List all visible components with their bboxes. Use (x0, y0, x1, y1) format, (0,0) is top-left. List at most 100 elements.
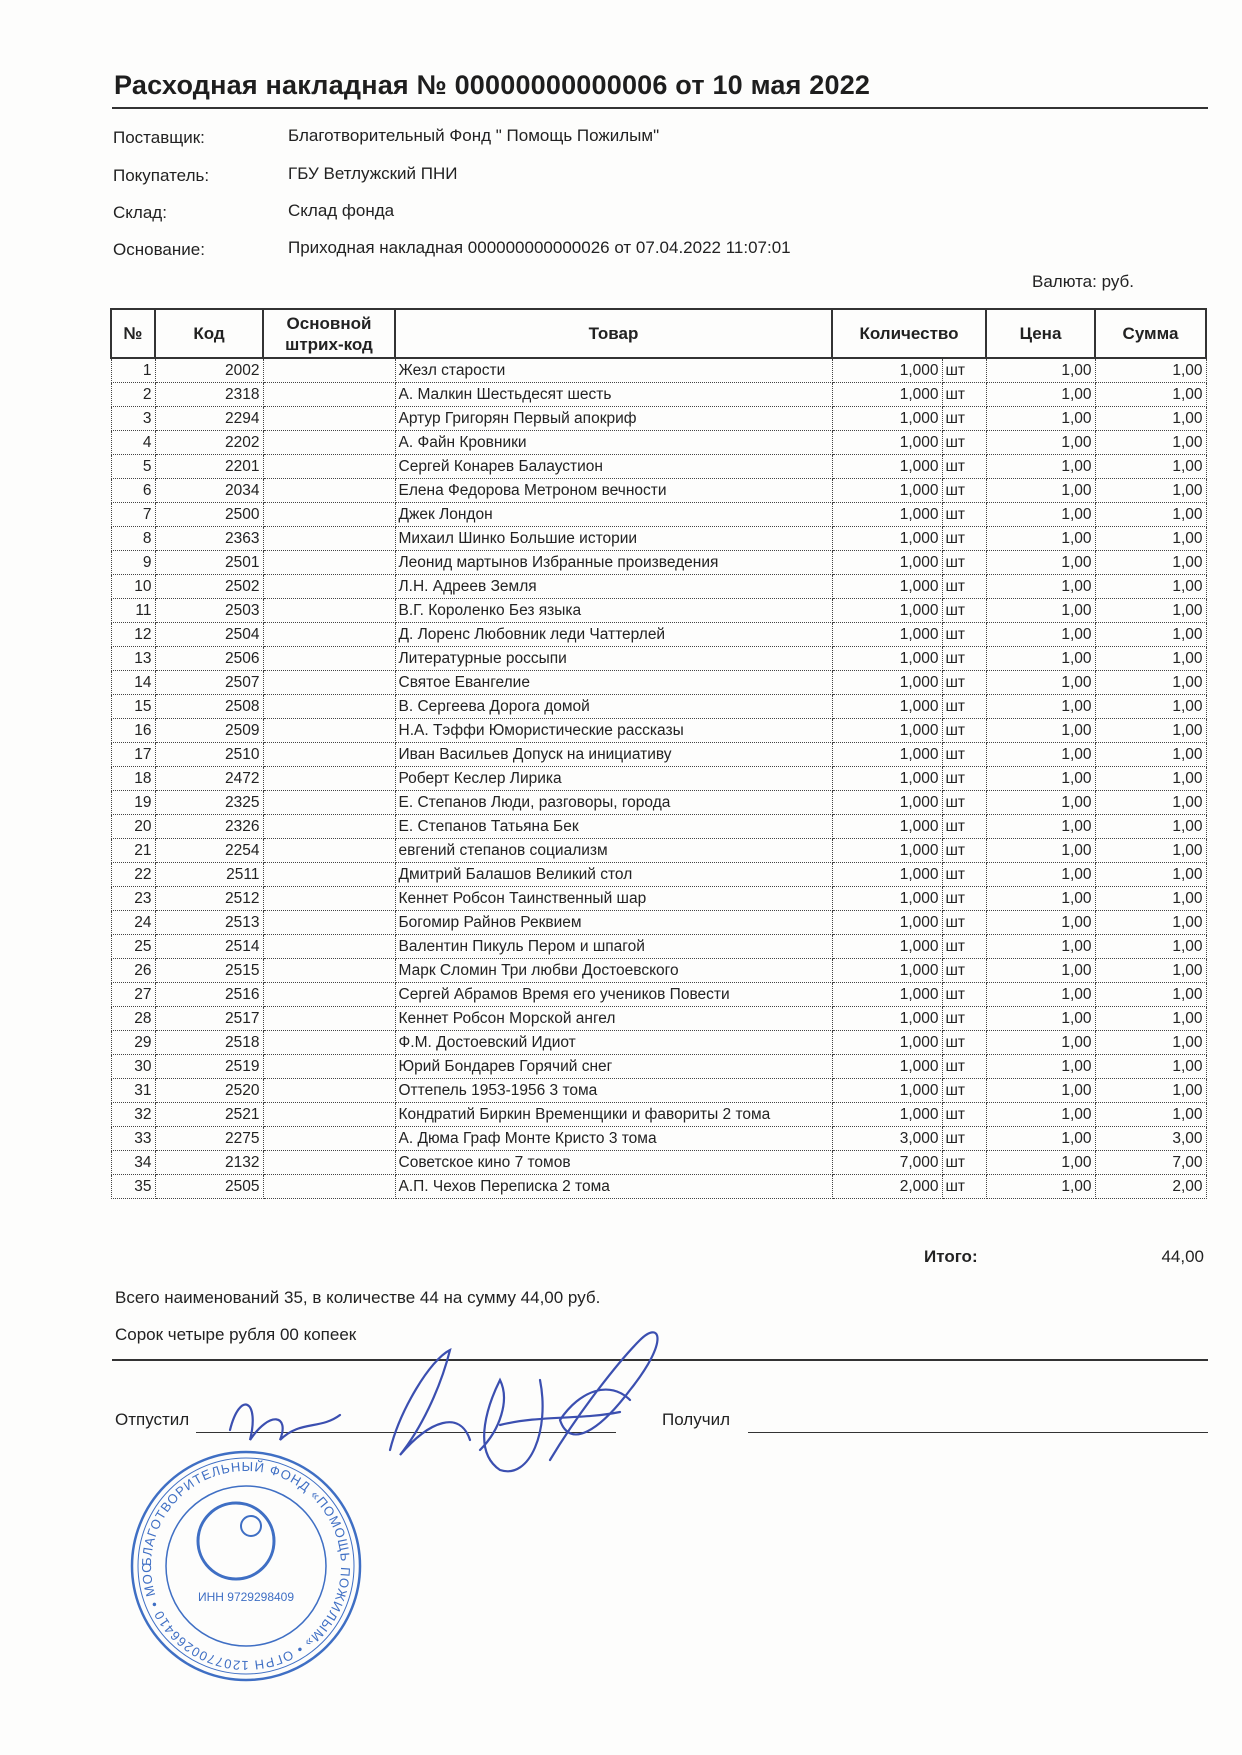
item-price: 1,00 (985, 646, 1096, 671)
table-row: 24 2513 Богомир Райнов Реквием 1,000 шт 1,00 1… (110, 910, 1207, 935)
item-unit: шт (941, 1126, 987, 1151)
table-row: 32 2521 Кондратий Биркин Временщики и фаво… (110, 1102, 1207, 1127)
received-by-line (748, 1432, 1208, 1433)
item-unit: шт (941, 478, 987, 503)
item-name: Н.А. Тэффи Юмористические рассказы (394, 718, 833, 743)
row-number: 11 (110, 598, 156, 623)
item-price: 1,00 (985, 502, 1096, 527)
item-unit: шт (941, 598, 987, 623)
row-number: 28 (110, 1006, 156, 1031)
table-row: 35 2505 А.П. Чехов Переписка 2 тома 2,000 шт… (110, 1174, 1207, 1199)
item-sum: 1,00 (1094, 574, 1207, 599)
table-row: 11 2503 В.Г. Короленко Без языка 1,000 шт 1,0… (110, 598, 1207, 623)
item-code: 2501 (154, 550, 264, 575)
item-quantity: 1,000 (831, 406, 943, 431)
item-quantity: 1,000 (831, 862, 943, 887)
table-row: 12 2504 Д. Лоренс Любовник леди Чаттерлей 1… (110, 622, 1207, 647)
row-number: 16 (110, 718, 156, 743)
item-barcode (262, 430, 396, 455)
table-row: 34 2132 Советское кино 7 томов 7,000 шт 1,00 7… (110, 1150, 1207, 1175)
item-barcode (262, 406, 396, 431)
item-price: 1,00 (985, 1078, 1096, 1103)
item-price: 1,00 (985, 1030, 1096, 1055)
title-divider (112, 107, 1208, 109)
item-name: Е. Степанов Люди, разговоры, города (394, 790, 833, 815)
item-code: 2514 (154, 934, 264, 959)
item-sum: 1,00 (1094, 478, 1207, 503)
items-table: № Код Основной штрих-код Товар Количеств… (110, 308, 1207, 1199)
item-barcode (262, 622, 396, 647)
item-code: 2505 (154, 1174, 264, 1199)
item-unit: шт (941, 718, 987, 743)
item-barcode (262, 598, 396, 623)
table-row: 29 2518 Ф.М. Достоевский Идиот 1,000 шт 1,00 1… (110, 1030, 1207, 1055)
item-unit: шт (941, 574, 987, 599)
item-name: А.П. Чехов Переписка 2 тома (394, 1174, 833, 1199)
item-sum: 1,00 (1094, 646, 1207, 671)
item-quantity: 1,000 (831, 646, 943, 671)
item-code: 2325 (154, 790, 264, 815)
table-row: 25 2514 Валентин Пикуль Пером и шпагой 1,00… (110, 934, 1207, 959)
item-price: 1,00 (985, 574, 1096, 599)
item-price: 1,00 (985, 1054, 1096, 1079)
item-barcode (262, 1102, 396, 1127)
item-barcode (262, 357, 396, 383)
item-unit: шт (941, 454, 987, 479)
row-number: 13 (110, 646, 156, 671)
item-name: Кеннет Робсон Морской ангел (394, 1006, 833, 1031)
item-name: Иван Васильев Допуск на инициативу (394, 742, 833, 767)
row-number: 32 (110, 1102, 156, 1127)
item-name: А. Файн Кровники (394, 430, 833, 455)
item-code: 2512 (154, 886, 264, 911)
item-price: 1,00 (985, 838, 1096, 863)
item-quantity: 1,000 (831, 382, 943, 407)
item-name: Кеннет Робсон Таинственный шар (394, 886, 833, 911)
table-row: 10 2502 Л.Н. Адреев Земля 1,000 шт 1,00 1,00 (110, 574, 1207, 599)
item-quantity: 1,000 (831, 526, 943, 551)
item-quantity: 1,000 (831, 550, 943, 575)
item-code: 2363 (154, 526, 264, 551)
item-sum: 2,00 (1094, 1174, 1207, 1199)
item-name: Л.Н. Адреев Земля (394, 574, 833, 599)
item-barcode (262, 1006, 396, 1031)
item-quantity: 1,000 (831, 574, 943, 599)
table-row: 17 2510 Иван Васильев Допуск на инициативу… (110, 742, 1207, 767)
item-sum: 1,00 (1094, 814, 1207, 839)
item-sum: 1,00 (1094, 862, 1207, 887)
item-sum: 1,00 (1094, 838, 1207, 863)
table-row: 31 2520 Оттепель 1953-1956 3 тома 1,000 шт 1,… (110, 1078, 1207, 1103)
item-price: 1,00 (985, 718, 1096, 743)
col-code: Код (154, 308, 264, 359)
item-unit: шт (941, 550, 987, 575)
item-code: 2502 (154, 574, 264, 599)
item-code: 2202 (154, 430, 264, 455)
item-code: 2504 (154, 622, 264, 647)
item-sum: 1,00 (1094, 670, 1207, 695)
item-sum: 1,00 (1094, 886, 1207, 911)
row-number: 7 (110, 502, 156, 527)
item-barcode (262, 910, 396, 935)
item-code: 2511 (154, 862, 264, 887)
item-unit: шт (941, 694, 987, 719)
item-sum: 1,00 (1094, 1054, 1207, 1079)
item-name: В.Г. Короленко Без языка (394, 598, 833, 623)
item-code: 2034 (154, 478, 264, 503)
item-quantity: 1,000 (831, 790, 943, 815)
item-barcode (262, 526, 396, 551)
item-sum: 3,00 (1094, 1126, 1207, 1151)
item-name: Юрий Бондарев Горячий снег (394, 1054, 833, 1079)
item-price: 1,00 (985, 1150, 1096, 1175)
item-barcode (262, 1030, 396, 1055)
item-name: А. Дюма Граф Монте Кристо 3 тома (394, 1126, 833, 1151)
row-number: 2 (110, 382, 156, 407)
item-barcode (262, 766, 396, 791)
item-price: 1,00 (985, 910, 1096, 935)
item-quantity: 1,000 (831, 910, 943, 935)
item-sum: 1,00 (1094, 742, 1207, 767)
row-number: 19 (110, 790, 156, 815)
item-code: 2517 (154, 1006, 264, 1031)
item-unit: шт (941, 910, 987, 935)
item-price: 1,00 (985, 982, 1096, 1007)
table-row: 26 2515 Марк Сломин Три любви Достоевского… (110, 958, 1207, 983)
row-number: 29 (110, 1030, 156, 1055)
